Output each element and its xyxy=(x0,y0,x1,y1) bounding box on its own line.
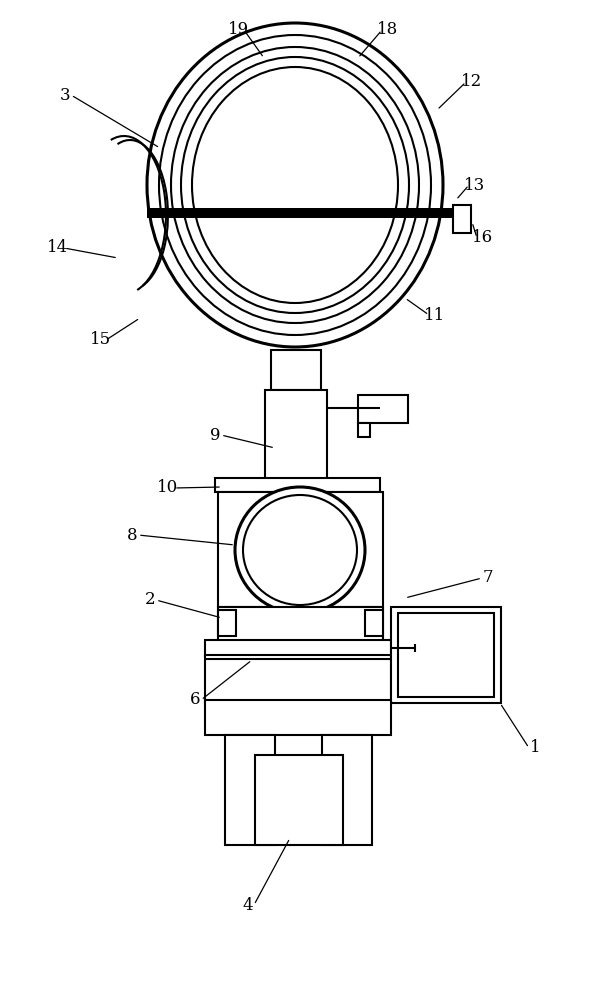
Text: 16: 16 xyxy=(472,230,494,246)
Text: 8: 8 xyxy=(126,526,137,544)
Ellipse shape xyxy=(192,67,398,303)
Ellipse shape xyxy=(243,495,357,605)
Text: 18: 18 xyxy=(378,21,399,38)
Text: 15: 15 xyxy=(89,332,111,349)
Text: 9: 9 xyxy=(210,426,220,444)
Ellipse shape xyxy=(171,47,419,323)
Bar xyxy=(205,640,391,656)
Bar xyxy=(147,208,454,218)
Bar xyxy=(271,350,321,390)
Bar xyxy=(265,390,327,480)
Bar xyxy=(218,492,383,607)
Text: 14: 14 xyxy=(47,239,69,256)
Ellipse shape xyxy=(181,57,409,313)
Ellipse shape xyxy=(159,35,431,335)
Text: 19: 19 xyxy=(227,21,249,38)
Text: 7: 7 xyxy=(483,570,493,586)
Bar xyxy=(205,655,391,703)
Text: 1: 1 xyxy=(530,740,541,756)
Bar xyxy=(255,755,343,845)
Bar xyxy=(358,423,370,437)
Bar xyxy=(358,395,408,423)
Bar xyxy=(365,610,383,636)
Text: 11: 11 xyxy=(424,306,446,324)
Text: 6: 6 xyxy=(190,692,200,708)
Bar xyxy=(215,478,380,492)
Bar xyxy=(205,700,391,735)
Bar xyxy=(322,735,372,845)
Text: 2: 2 xyxy=(145,591,155,608)
Ellipse shape xyxy=(147,23,443,347)
Text: 13: 13 xyxy=(465,176,486,194)
Text: 3: 3 xyxy=(60,87,71,104)
Bar xyxy=(218,610,236,636)
Text: 12: 12 xyxy=(461,74,483,91)
Ellipse shape xyxy=(235,487,365,613)
Bar xyxy=(391,607,501,703)
Bar xyxy=(225,735,275,845)
Bar xyxy=(218,607,383,642)
Bar xyxy=(398,613,494,697)
Text: 10: 10 xyxy=(157,480,179,496)
Bar xyxy=(453,205,471,233)
Text: 4: 4 xyxy=(243,896,254,914)
